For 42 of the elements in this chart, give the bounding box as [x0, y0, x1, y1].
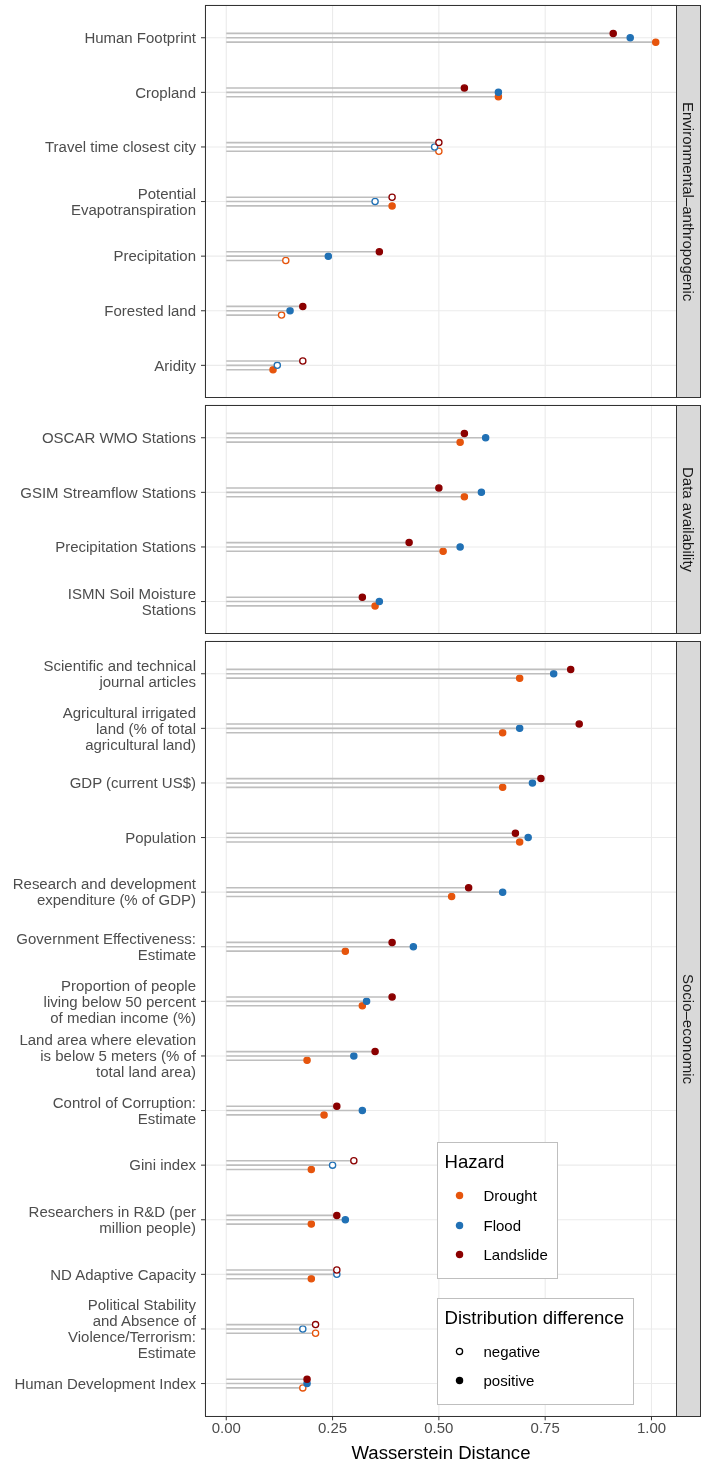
y-tick-label: Human Development Index: [14, 1375, 197, 1393]
text: Data availability: [680, 467, 697, 573]
y-tick-label: ISMN Soil Moisture Stations: [67, 584, 196, 618]
y-tick-label: Agricultural irrigated land (% of total agricultural land): [62, 704, 196, 754]
y-tick-label: Proportion of people living below 50 percent of median income (%): [43, 977, 197, 1027]
y-tick-label: ND Adaptive Capacity: [50, 1266, 197, 1284]
y-tick-label: Land area where elevation is below 5 meters (% of total land area): [19, 1031, 197, 1081]
x-tick-label: 0.25: [317, 1419, 348, 1437]
legend-title: Hazard: [444, 1150, 506, 1175]
y-tick-label: GSIM Streamflow Stations: [20, 483, 196, 501]
y-tick-label: Cropland: [135, 83, 196, 101]
x-tick-label: 0.75: [530, 1419, 560, 1437]
y-tick-label: Forested land: [104, 302, 196, 319]
y-tick-label: Control of Corruption: Estimate: [52, 1094, 196, 1128]
legend-label: Landslide: [483, 1246, 548, 1264]
y-tick-label: Political Stability and Absence of Violence/Terrorism: Estimate: [68, 1296, 197, 1362]
y-tick-label: GDP (current US$): [69, 774, 197, 792]
x-tick-label: 1.00: [636, 1419, 667, 1437]
annotation: positive: [483, 1372, 535, 1390]
y-tick-label: Potential Evapotranspiration: [71, 184, 196, 218]
y-tick-label: Research and development expenditure (% of GDP): [12, 875, 197, 909]
annotation: negative: [483, 1342, 541, 1360]
x-axis-title: Wasserstein Distance: [351, 1442, 531, 1463]
y-tick-label: Scientific and technical journal articles: [43, 657, 196, 691]
text: Socio–economic: [680, 974, 697, 1085]
y-tick-label: Researchers in R&D (per million people): [28, 1203, 196, 1237]
y-tick-label: OSCAR WMO Stations: [41, 429, 196, 447]
text: Environmental–anthropogenic: [680, 101, 697, 302]
y-tick-label: Aridity: [154, 356, 197, 374]
y-tick-label: Travel time closest city: [45, 138, 197, 156]
y-tick-label: Precipitation: [113, 247, 196, 265]
y-tick-label: Government Effectiveness: Estimate: [16, 930, 196, 964]
annotation: Distribution difference: [444, 1305, 624, 1330]
legend-label: Drought: [483, 1187, 537, 1205]
legend-label: Flood: [483, 1216, 522, 1234]
x-tick-label: 0.00: [211, 1419, 241, 1437]
legend-frame: Distribution difference negative positive: [436, 1297, 634, 1405]
y-tick-label: Gini index: [129, 1156, 197, 1174]
y-tick-label: Population: [125, 829, 196, 847]
y-tick-label: Precipitation Stations: [55, 538, 196, 556]
x-tick-label: 0.50: [424, 1419, 454, 1437]
y-tick-label: Human Footprint: [84, 29, 197, 47]
